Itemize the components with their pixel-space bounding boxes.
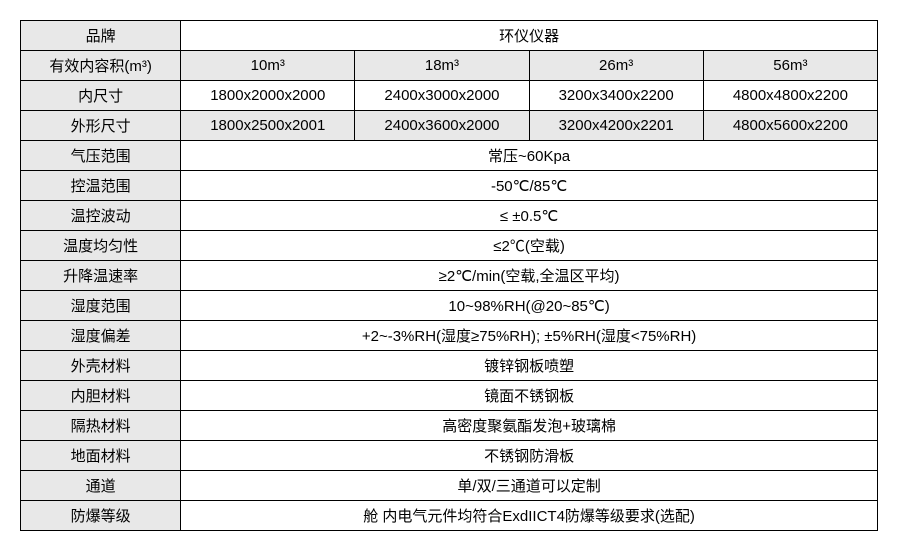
row-label: 气压范围 [21, 141, 181, 171]
table-row: 温控波动 ≤ ±0.5℃ [21, 201, 878, 231]
row-value: 不锈钢防滑板 [181, 441, 878, 471]
row-label: 隔热材料 [21, 411, 181, 441]
table-row: 通道 单/双/三通道可以定制 [21, 471, 878, 501]
cell: 1800x2000x2000 [181, 81, 355, 111]
table-row: 控温范围 -50℃/85℃ [21, 171, 878, 201]
row-label: 品牌 [21, 21, 181, 51]
cell: 26m³ [529, 51, 703, 81]
row-value: +2~-3%RH(湿度≥75%RH); ±5%RH(湿度<75%RH) [181, 321, 878, 351]
cell: 18m³ [355, 51, 529, 81]
row-label: 控温范围 [21, 171, 181, 201]
row-label: 外形尺寸 [21, 111, 181, 141]
row-label: 湿度范围 [21, 291, 181, 321]
row-value: 单/双/三通道可以定制 [181, 471, 878, 501]
row-label: 外壳材料 [21, 351, 181, 381]
table-row: 有效内容积(m³) 10m³ 18m³ 26m³ 56m³ [21, 51, 878, 81]
row-value: ≤ ±0.5℃ [181, 201, 878, 231]
row-value: 舱 内电气元件均符合ExdIICT4防爆等级要求(选配) [181, 501, 878, 531]
row-label: 温控波动 [21, 201, 181, 231]
row-label: 内胆材料 [21, 381, 181, 411]
table-row: 内胆材料 镜面不锈钢板 [21, 381, 878, 411]
row-value: 环仪仪器 [181, 21, 878, 51]
table-row: 气压范围 常压~60Kpa [21, 141, 878, 171]
cell: 4800x5600x2200 [703, 111, 877, 141]
row-value: ≤2℃(空载) [181, 231, 878, 261]
table-row: 外壳材料 镀锌钢板喷塑 [21, 351, 878, 381]
row-label: 温度均匀性 [21, 231, 181, 261]
spec-table: 品牌 环仪仪器 有效内容积(m³) 10m³ 18m³ 26m³ 56m³ 内尺… [20, 20, 878, 531]
cell: 56m³ [703, 51, 877, 81]
row-value: ≥2℃/min(空载,全温区平均) [181, 261, 878, 291]
row-label: 湿度偏差 [21, 321, 181, 351]
table-row: 隔热材料 高密度聚氨酯发泡+玻璃棉 [21, 411, 878, 441]
cell: 3200x3400x2200 [529, 81, 703, 111]
cell: 4800x4800x2200 [703, 81, 877, 111]
row-label: 有效内容积(m³) [21, 51, 181, 81]
row-label: 地面材料 [21, 441, 181, 471]
row-value: 常压~60Kpa [181, 141, 878, 171]
row-label: 内尺寸 [21, 81, 181, 111]
table-row: 品牌 环仪仪器 [21, 21, 878, 51]
table-row: 防爆等级 舱 内电气元件均符合ExdIICT4防爆等级要求(选配) [21, 501, 878, 531]
table-row: 升降温速率 ≥2℃/min(空载,全温区平均) [21, 261, 878, 291]
table-row: 湿度范围 10~98%RH(@20~85℃) [21, 291, 878, 321]
cell: 10m³ [181, 51, 355, 81]
row-value: 高密度聚氨酯发泡+玻璃棉 [181, 411, 878, 441]
cell: 2400x3000x2000 [355, 81, 529, 111]
cell: 3200x4200x2201 [529, 111, 703, 141]
row-value: -50℃/85℃ [181, 171, 878, 201]
table-row: 温度均匀性 ≤2℃(空载) [21, 231, 878, 261]
row-value: 镜面不锈钢板 [181, 381, 878, 411]
cell: 1800x2500x2001 [181, 111, 355, 141]
cell: 2400x3600x2000 [355, 111, 529, 141]
table-row: 外形尺寸 1800x2500x2001 2400x3600x2000 3200x… [21, 111, 878, 141]
table-row: 湿度偏差 +2~-3%RH(湿度≥75%RH); ±5%RH(湿度<75%RH) [21, 321, 878, 351]
row-label: 升降温速率 [21, 261, 181, 291]
row-label: 通道 [21, 471, 181, 501]
table-row: 地面材料 不锈钢防滑板 [21, 441, 878, 471]
table-row: 内尺寸 1800x2000x2000 2400x3000x2000 3200x3… [21, 81, 878, 111]
row-value: 10~98%RH(@20~85℃) [181, 291, 878, 321]
row-label: 防爆等级 [21, 501, 181, 531]
row-value: 镀锌钢板喷塑 [181, 351, 878, 381]
